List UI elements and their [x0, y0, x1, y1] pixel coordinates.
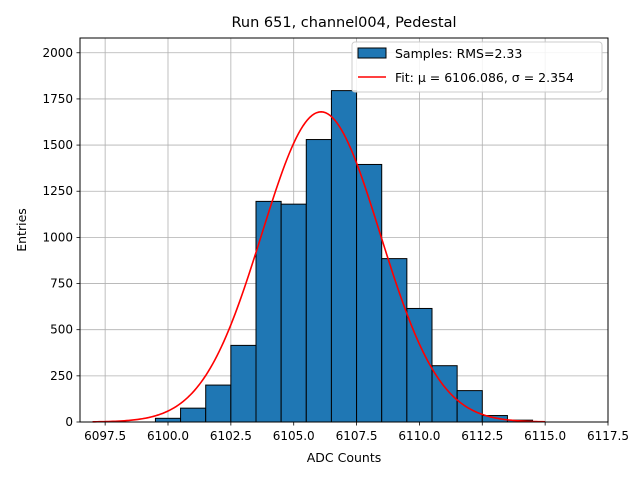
plot-frame: [79, 37, 609, 423]
y-tick-label: 0: [65, 415, 73, 429]
legend-samples-label: Samples: RMS=2.33: [395, 46, 522, 61]
x-tick-label: 6102.5: [210, 429, 252, 443]
x-tick-label: 6112.5: [461, 429, 503, 443]
fit-curve-layer: [92, 111, 546, 423]
legend-box: [351, 41, 603, 93]
x-tick-label: 6115.0: [524, 429, 566, 443]
legend-fit-label: Fit: μ = 6106.086, σ = 2.354: [395, 70, 574, 85]
histogram-bar: [305, 139, 332, 423]
histogram-bar: [180, 407, 207, 423]
x-tick-label: 6105.0: [273, 429, 315, 443]
histogram-bar: [381, 258, 408, 423]
y-tick-label: 250: [50, 369, 73, 383]
histogram-bar: [255, 200, 282, 423]
histogram-bar: [280, 203, 307, 423]
y-axis-label: Entries: [14, 208, 29, 252]
x-axis-ticks: 6097.5 6100.0 6102.5 6105.0 6107.5 6110.0 6112…: [84, 422, 629, 443]
histogram-bar: [406, 307, 433, 423]
x-tick-label: 6100.0: [147, 429, 189, 443]
y-tick-label: 500: [50, 323, 73, 337]
histogram-bar: [330, 90, 358, 423]
x-tick-label: 6097.5: [84, 429, 126, 443]
y-tick-label: 1250: [42, 184, 73, 198]
x-axis-label: ADC Counts: [307, 450, 382, 465]
chart-title: Run 651, channel004, Pedestal: [231, 15, 456, 31]
x-tick-label: 6107.5: [336, 429, 378, 443]
legend-histogram-swatch: [357, 47, 387, 59]
y-tick-label: 1000: [42, 230, 73, 244]
y-tick-label: 750: [50, 277, 73, 291]
y-tick-label: 1750: [42, 92, 73, 106]
histogram-bar: [205, 384, 232, 423]
histogram-bar: [456, 390, 483, 423]
x-tick-label: 6110.0: [398, 429, 440, 443]
y-tick-label: 2000: [42, 46, 73, 60]
histogram-bar: [154, 417, 182, 423]
gaussian-fit-curve: [92, 111, 546, 423]
histogram-bars: [154, 90, 534, 423]
legend: Samples: RMS=2.33 Fit: μ = 6106.086, σ =…: [351, 41, 603, 93]
x-tick-label: 6117.5: [587, 429, 629, 443]
histogram-bar: [356, 163, 383, 423]
y-axis-ticks: 0 250 500 750 1000 1250 1500 1750 2000: [42, 46, 80, 429]
histogram-bar: [230, 344, 257, 423]
y-tick-label: 1500: [42, 138, 73, 152]
